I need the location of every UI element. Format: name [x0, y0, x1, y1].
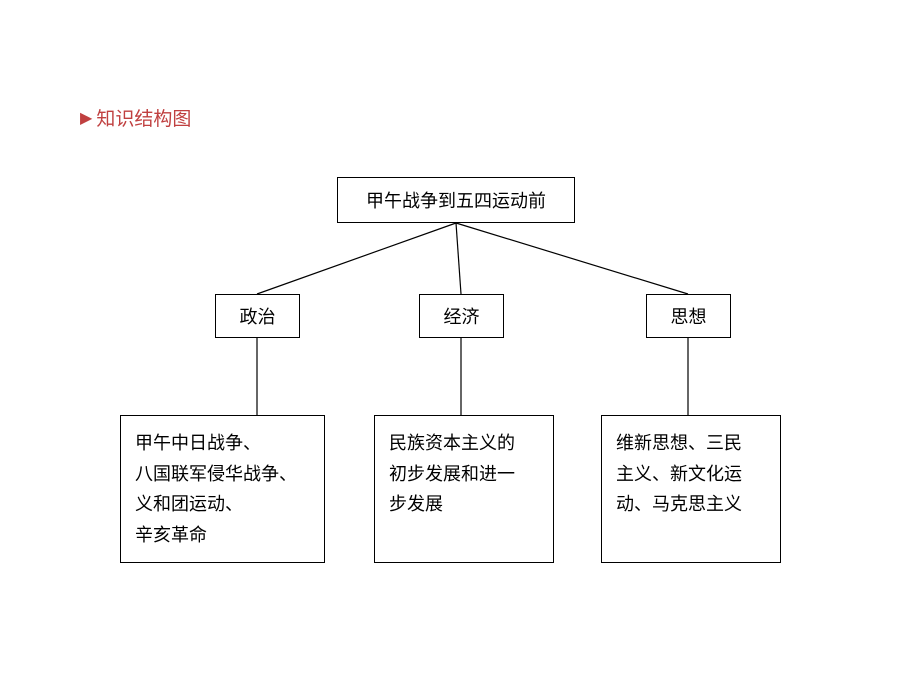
node-pol_l: 甲午中日战争、八国联军侵华战争、义和团运动、辛亥革命 — [120, 415, 325, 563]
heading: ▶ 知识结构图 — [80, 104, 191, 131]
node-pol: 政治 — [215, 294, 300, 338]
node-idea: 思想 — [646, 294, 731, 338]
node-eco: 经济 — [419, 294, 504, 338]
node-idea_l: 维新思想、三民主义、新文化运动、马克思主义 — [601, 415, 781, 563]
node-root: 甲午战争到五四运动前 — [337, 177, 575, 223]
heading-text: 知识结构图 — [96, 104, 191, 131]
edge-root-pol — [257, 223, 456, 294]
node-eco_l: 民族资本主义的初步发展和进一步发展 — [374, 415, 554, 563]
edge-root-eco — [456, 223, 461, 294]
edge-root-idea — [456, 223, 688, 294]
heading-arrow-icon: ▶ — [80, 108, 92, 128]
